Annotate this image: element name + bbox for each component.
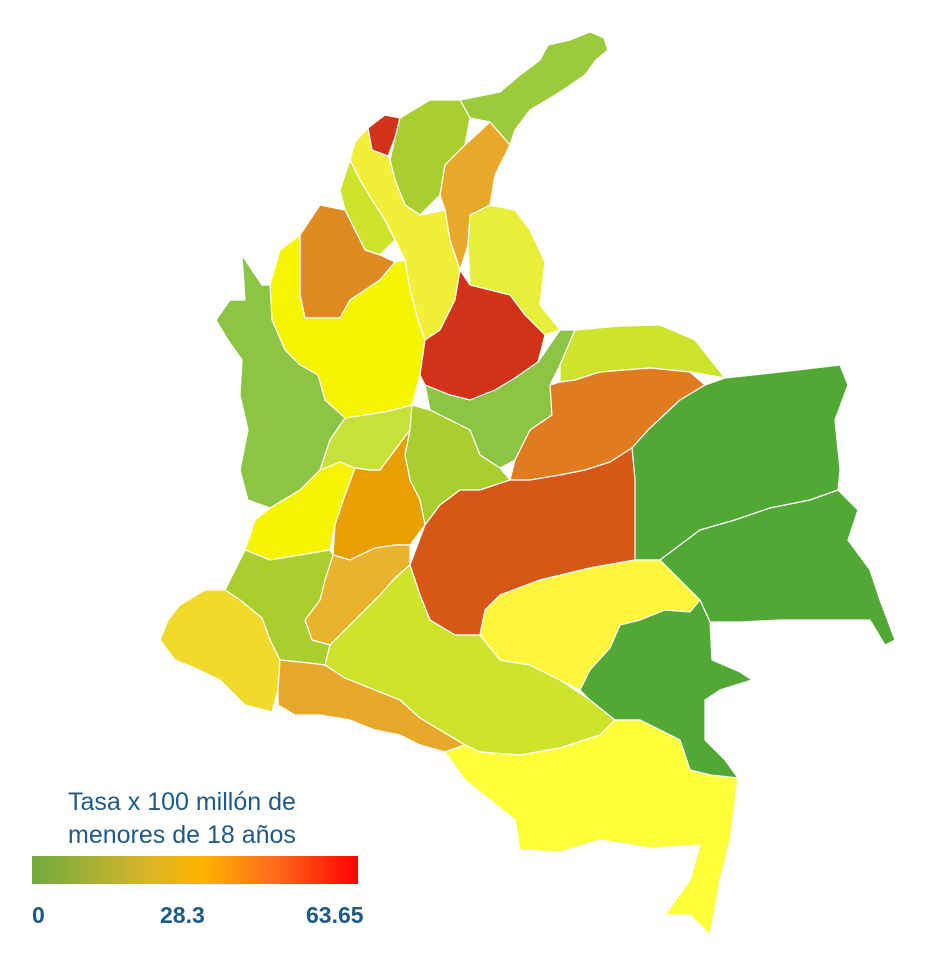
region-vaupes[interactable] [579,599,753,779]
region-guainia[interactable] [659,489,896,646]
legend-title-line2: menores de 18 años [68,821,296,849]
legend-title: Tasa x 100 millón de menores de 18 años [68,786,368,852]
legend-tick-min: 0 [32,902,45,928]
legend-title-line1: Tasa x 100 millón de [68,788,296,816]
region-la-guajira[interactable] [459,31,609,146]
legend-tick-mid: 28.3 [160,902,205,928]
legend-color-scale [32,856,358,884]
region-narino[interactable] [159,589,281,713]
legend-tick-max: 63.65 [306,902,364,928]
region-amazonas[interactable] [444,719,739,936]
